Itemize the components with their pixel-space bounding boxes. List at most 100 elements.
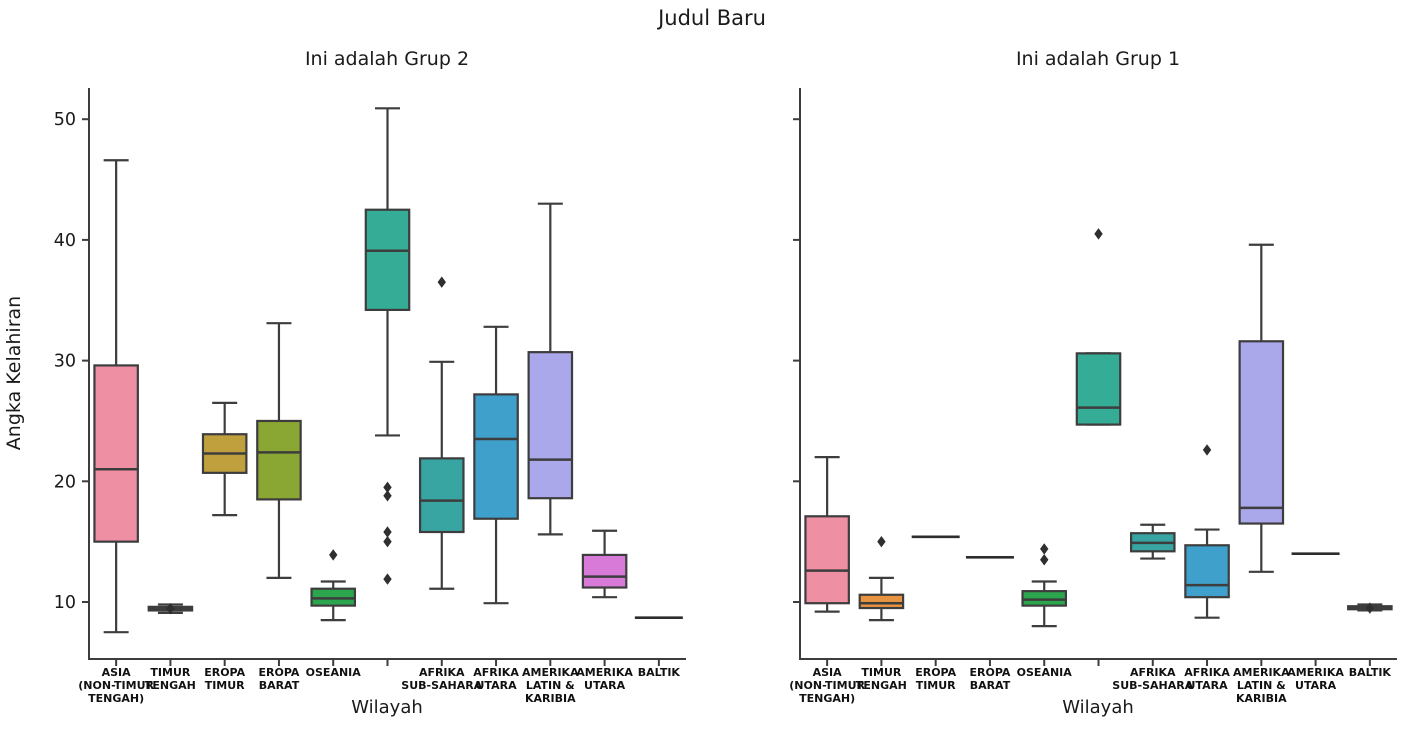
x-axis-label-left: Wilayah (351, 697, 423, 718)
box-1-baltik: BALTIK (1347, 602, 1393, 679)
outlier-diamond (1202, 444, 1212, 456)
iqr-box (527, 351, 574, 500)
x-tick-label: AFRIKA (1130, 666, 1176, 679)
iqr-box (1075, 352, 1122, 426)
x-tick-label: BALTIK (638, 666, 681, 679)
x-tick-label: BARAT (970, 679, 1011, 692)
x-tick-label: (NON-TIMUR (789, 679, 865, 692)
subplot-title-right: Ini adalah Grup 1 (1015, 48, 1181, 70)
x-tick-label: TIMUR (861, 666, 901, 679)
x-tick-label: OSEANIA (1017, 666, 1073, 679)
outlier-diamond (1094, 228, 1103, 240)
x-tick-label: EROPA (204, 666, 245, 679)
x-tick-label: TENGAH (145, 679, 196, 692)
x-tick-label: TIMUR (916, 679, 956, 692)
x-tick-label: AFRIKA (1184, 666, 1230, 679)
iqr-box (93, 364, 139, 543)
outlier-diamond (383, 490, 392, 502)
x-tick-label: UTARA (1187, 679, 1229, 692)
iqr-box (473, 393, 519, 520)
x-tick-label: UTARA (476, 679, 518, 692)
x-tick-label: TIMUR (150, 666, 190, 679)
outlier-diamond (437, 276, 446, 288)
iqr-box (804, 515, 850, 605)
x-tick-label: AMERIKA (1287, 666, 1344, 679)
x-tick-label: AFRIKA (419, 666, 465, 679)
y-tick-label: 10 (54, 593, 76, 613)
x-tick-label: TENGAH (856, 679, 907, 692)
box-0-unlabeled-5 (364, 107, 411, 666)
iqr-box (581, 553, 628, 589)
y-tick-label: 30 (54, 352, 76, 372)
outlier-diamond (329, 549, 338, 561)
x-tick-label: BALTIK (1349, 666, 1392, 679)
x-tick-label: ASIA (102, 666, 132, 679)
x-tick-label: EROPA (970, 666, 1011, 679)
iqr-box (1238, 340, 1285, 525)
box-1-unlabeled-5 (1075, 228, 1122, 666)
x-tick-label: OSEANIA (306, 666, 362, 679)
x-tick-label: SUB-SAHARA (1112, 679, 1193, 692)
x-tick-label: BARAT (259, 679, 300, 692)
iqr-box (858, 593, 905, 610)
outlier-diamond (1365, 602, 1375, 614)
outlier-diamond (877, 535, 886, 548)
x-tick-label: EROPA (259, 666, 300, 679)
x-tick-label: ASIA (813, 666, 843, 679)
outlier-diamond (383, 573, 392, 585)
outlier-diamond (1040, 543, 1049, 555)
y-tick-label: 40 (54, 231, 76, 251)
x-tick-label: AMERIKA (576, 666, 633, 679)
x-tick-label: TENGAH) (88, 692, 144, 705)
outlier-diamond (383, 481, 392, 494)
box-0-oseania: OSEANIA (306, 549, 362, 679)
subplot-title-left: Ini adalah Grup 2 (304, 48, 470, 70)
box-1-oseania: OSEANIA (1017, 543, 1073, 679)
y-tick-label: 20 (54, 472, 76, 492)
x-tick-label: KARIBIA (525, 692, 576, 705)
iqr-box (256, 419, 302, 501)
outlier-diamond (383, 535, 392, 548)
x-tick-label: (NON-TIMUR (78, 679, 154, 692)
iqr-box (364, 208, 411, 312)
iqr-box (1184, 544, 1230, 599)
x-tick-label: AMERIKA (522, 666, 579, 679)
x-tick-label: AMERIKA (1233, 666, 1290, 679)
outlier-diamond (1040, 554, 1049, 566)
x-tick-label: UTARA (1295, 679, 1337, 692)
x-tick-label: LATIN & (1237, 679, 1286, 692)
x-tick-label: AFRIKA (473, 666, 519, 679)
iqr-box (418, 457, 465, 534)
outlier-diamond (166, 602, 175, 615)
x-tick-label: TIMUR (205, 679, 245, 692)
x-axis-label-right: Wilayah (1062, 697, 1134, 718)
outlier-diamond (383, 526, 392, 538)
x-tick-label: EROPA (915, 666, 956, 679)
x-tick-label: SUB-SAHARA (401, 679, 482, 692)
x-tick-label: KARIBIA (1236, 692, 1287, 705)
box-0-baltik: BALTIK (634, 616, 683, 679)
figure-title: Judul Baru (658, 6, 766, 30)
x-tick-label: LATIN & (526, 679, 575, 692)
x-tick-label: TENGAH) (799, 692, 855, 705)
y-tick-label: 50 (54, 110, 76, 130)
x-tick-label: UTARA (584, 679, 626, 692)
